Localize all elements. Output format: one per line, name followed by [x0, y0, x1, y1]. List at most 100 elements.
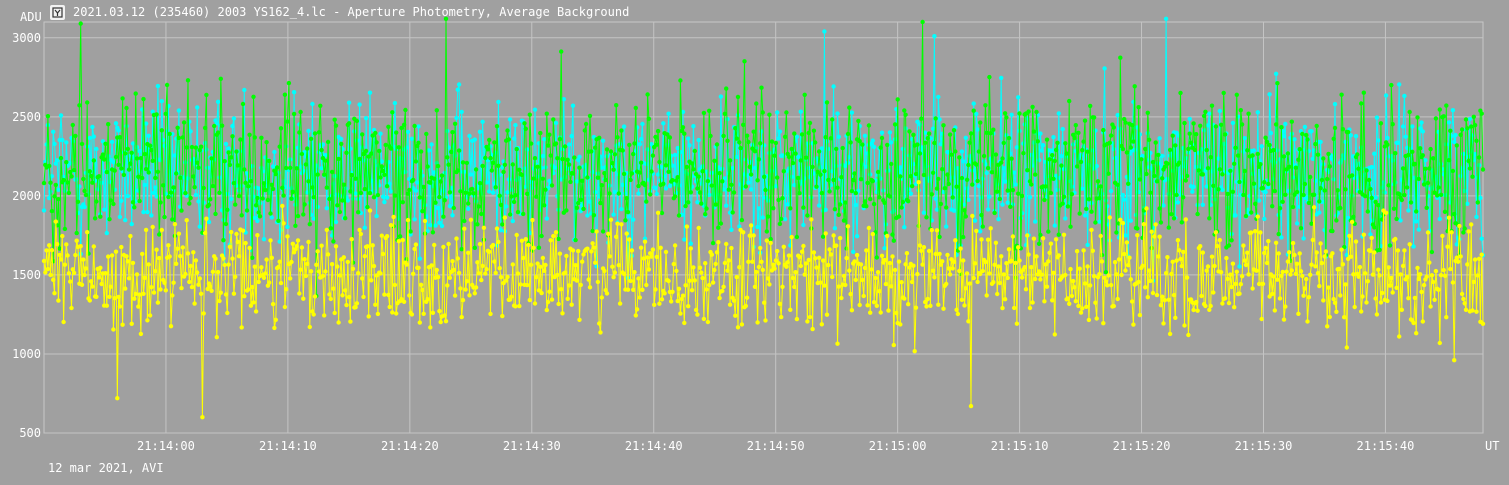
data-point	[758, 141, 763, 146]
data-point	[77, 103, 82, 108]
data-point	[162, 214, 167, 220]
data-point	[56, 298, 61, 303]
data-point	[1157, 234, 1162, 239]
data-point	[455, 87, 460, 92]
data-point	[547, 289, 552, 294]
data-point	[373, 159, 378, 164]
data-point	[547, 178, 552, 184]
data-point	[818, 172, 823, 177]
data-point	[435, 205, 441, 211]
data-point	[925, 296, 930, 302]
data-point	[1462, 226, 1467, 231]
data-point	[464, 279, 470, 284]
data-point	[170, 217, 175, 222]
data-point	[51, 129, 56, 134]
data-point	[767, 282, 772, 287]
data-point	[1258, 162, 1263, 167]
data-point	[934, 228, 940, 233]
data-point	[496, 239, 501, 245]
data-point	[911, 132, 916, 137]
data-point	[737, 224, 742, 229]
data-point	[1390, 158, 1395, 163]
x-tick-label: 21:14:50	[747, 439, 805, 453]
data-point	[653, 186, 658, 191]
data-point	[107, 217, 112, 222]
data-point	[391, 214, 396, 220]
data-point	[1429, 249, 1435, 255]
data-point	[145, 318, 150, 323]
data-point	[970, 213, 975, 219]
data-point	[692, 148, 697, 154]
data-point	[400, 237, 405, 243]
data-point	[655, 210, 661, 215]
data-point	[141, 96, 146, 102]
data-point	[526, 242, 531, 248]
data-point	[318, 103, 323, 109]
data-point	[663, 249, 669, 255]
data-point	[1089, 227, 1094, 233]
data-point	[760, 110, 765, 115]
data-point	[983, 103, 988, 108]
data-point	[951, 208, 957, 213]
data-point	[374, 273, 379, 278]
data-point	[187, 279, 192, 285]
data-point	[871, 144, 877, 150]
data-point	[332, 117, 337, 122]
data-point	[1366, 177, 1372, 183]
data-point	[862, 199, 868, 204]
data-point	[946, 181, 951, 187]
data-point	[1245, 250, 1250, 255]
data-point	[559, 287, 564, 292]
data-point	[1259, 316, 1264, 322]
data-point	[627, 142, 632, 148]
data-point	[834, 243, 839, 248]
data-point	[422, 218, 428, 224]
data-point	[392, 100, 398, 106]
data-point	[972, 261, 978, 266]
data-point	[616, 263, 621, 268]
data-point	[54, 158, 60, 163]
data-point	[442, 313, 447, 318]
data-point	[1414, 219, 1419, 224]
data-point	[1140, 263, 1145, 268]
data-point	[106, 254, 111, 259]
data-point	[661, 121, 666, 126]
data-point	[996, 264, 1001, 269]
data-point	[1263, 189, 1268, 195]
data-point	[136, 304, 141, 309]
data-point	[1389, 153, 1394, 159]
data-point	[405, 191, 411, 196]
data-point	[483, 155, 488, 161]
data-point	[1016, 191, 1021, 196]
data-point	[1183, 178, 1189, 183]
data-point	[390, 110, 395, 115]
data-point	[230, 256, 235, 261]
data-point	[412, 246, 417, 252]
data-point	[1372, 151, 1377, 156]
data-point	[870, 138, 875, 143]
data-point	[496, 163, 501, 168]
data-point	[835, 341, 840, 346]
data-point	[450, 213, 455, 218]
data-point	[839, 295, 844, 301]
data-point	[1452, 358, 1457, 363]
data-point	[302, 257, 307, 262]
data-point	[853, 202, 858, 208]
data-point	[196, 282, 201, 287]
data-point	[680, 293, 686, 298]
data-point	[699, 270, 704, 275]
data-point	[860, 277, 865, 283]
data-point	[978, 120, 983, 125]
data-point	[620, 148, 625, 153]
data-point	[1008, 204, 1013, 209]
data-point	[531, 176, 536, 181]
data-point	[1038, 232, 1043, 238]
data-point	[392, 282, 398, 288]
data-point	[212, 123, 217, 129]
data-point	[323, 269, 328, 274]
data-point	[380, 194, 386, 199]
data-point	[1146, 268, 1152, 273]
data-point	[1005, 275, 1010, 281]
data-point	[731, 298, 737, 303]
data-point	[81, 176, 86, 182]
